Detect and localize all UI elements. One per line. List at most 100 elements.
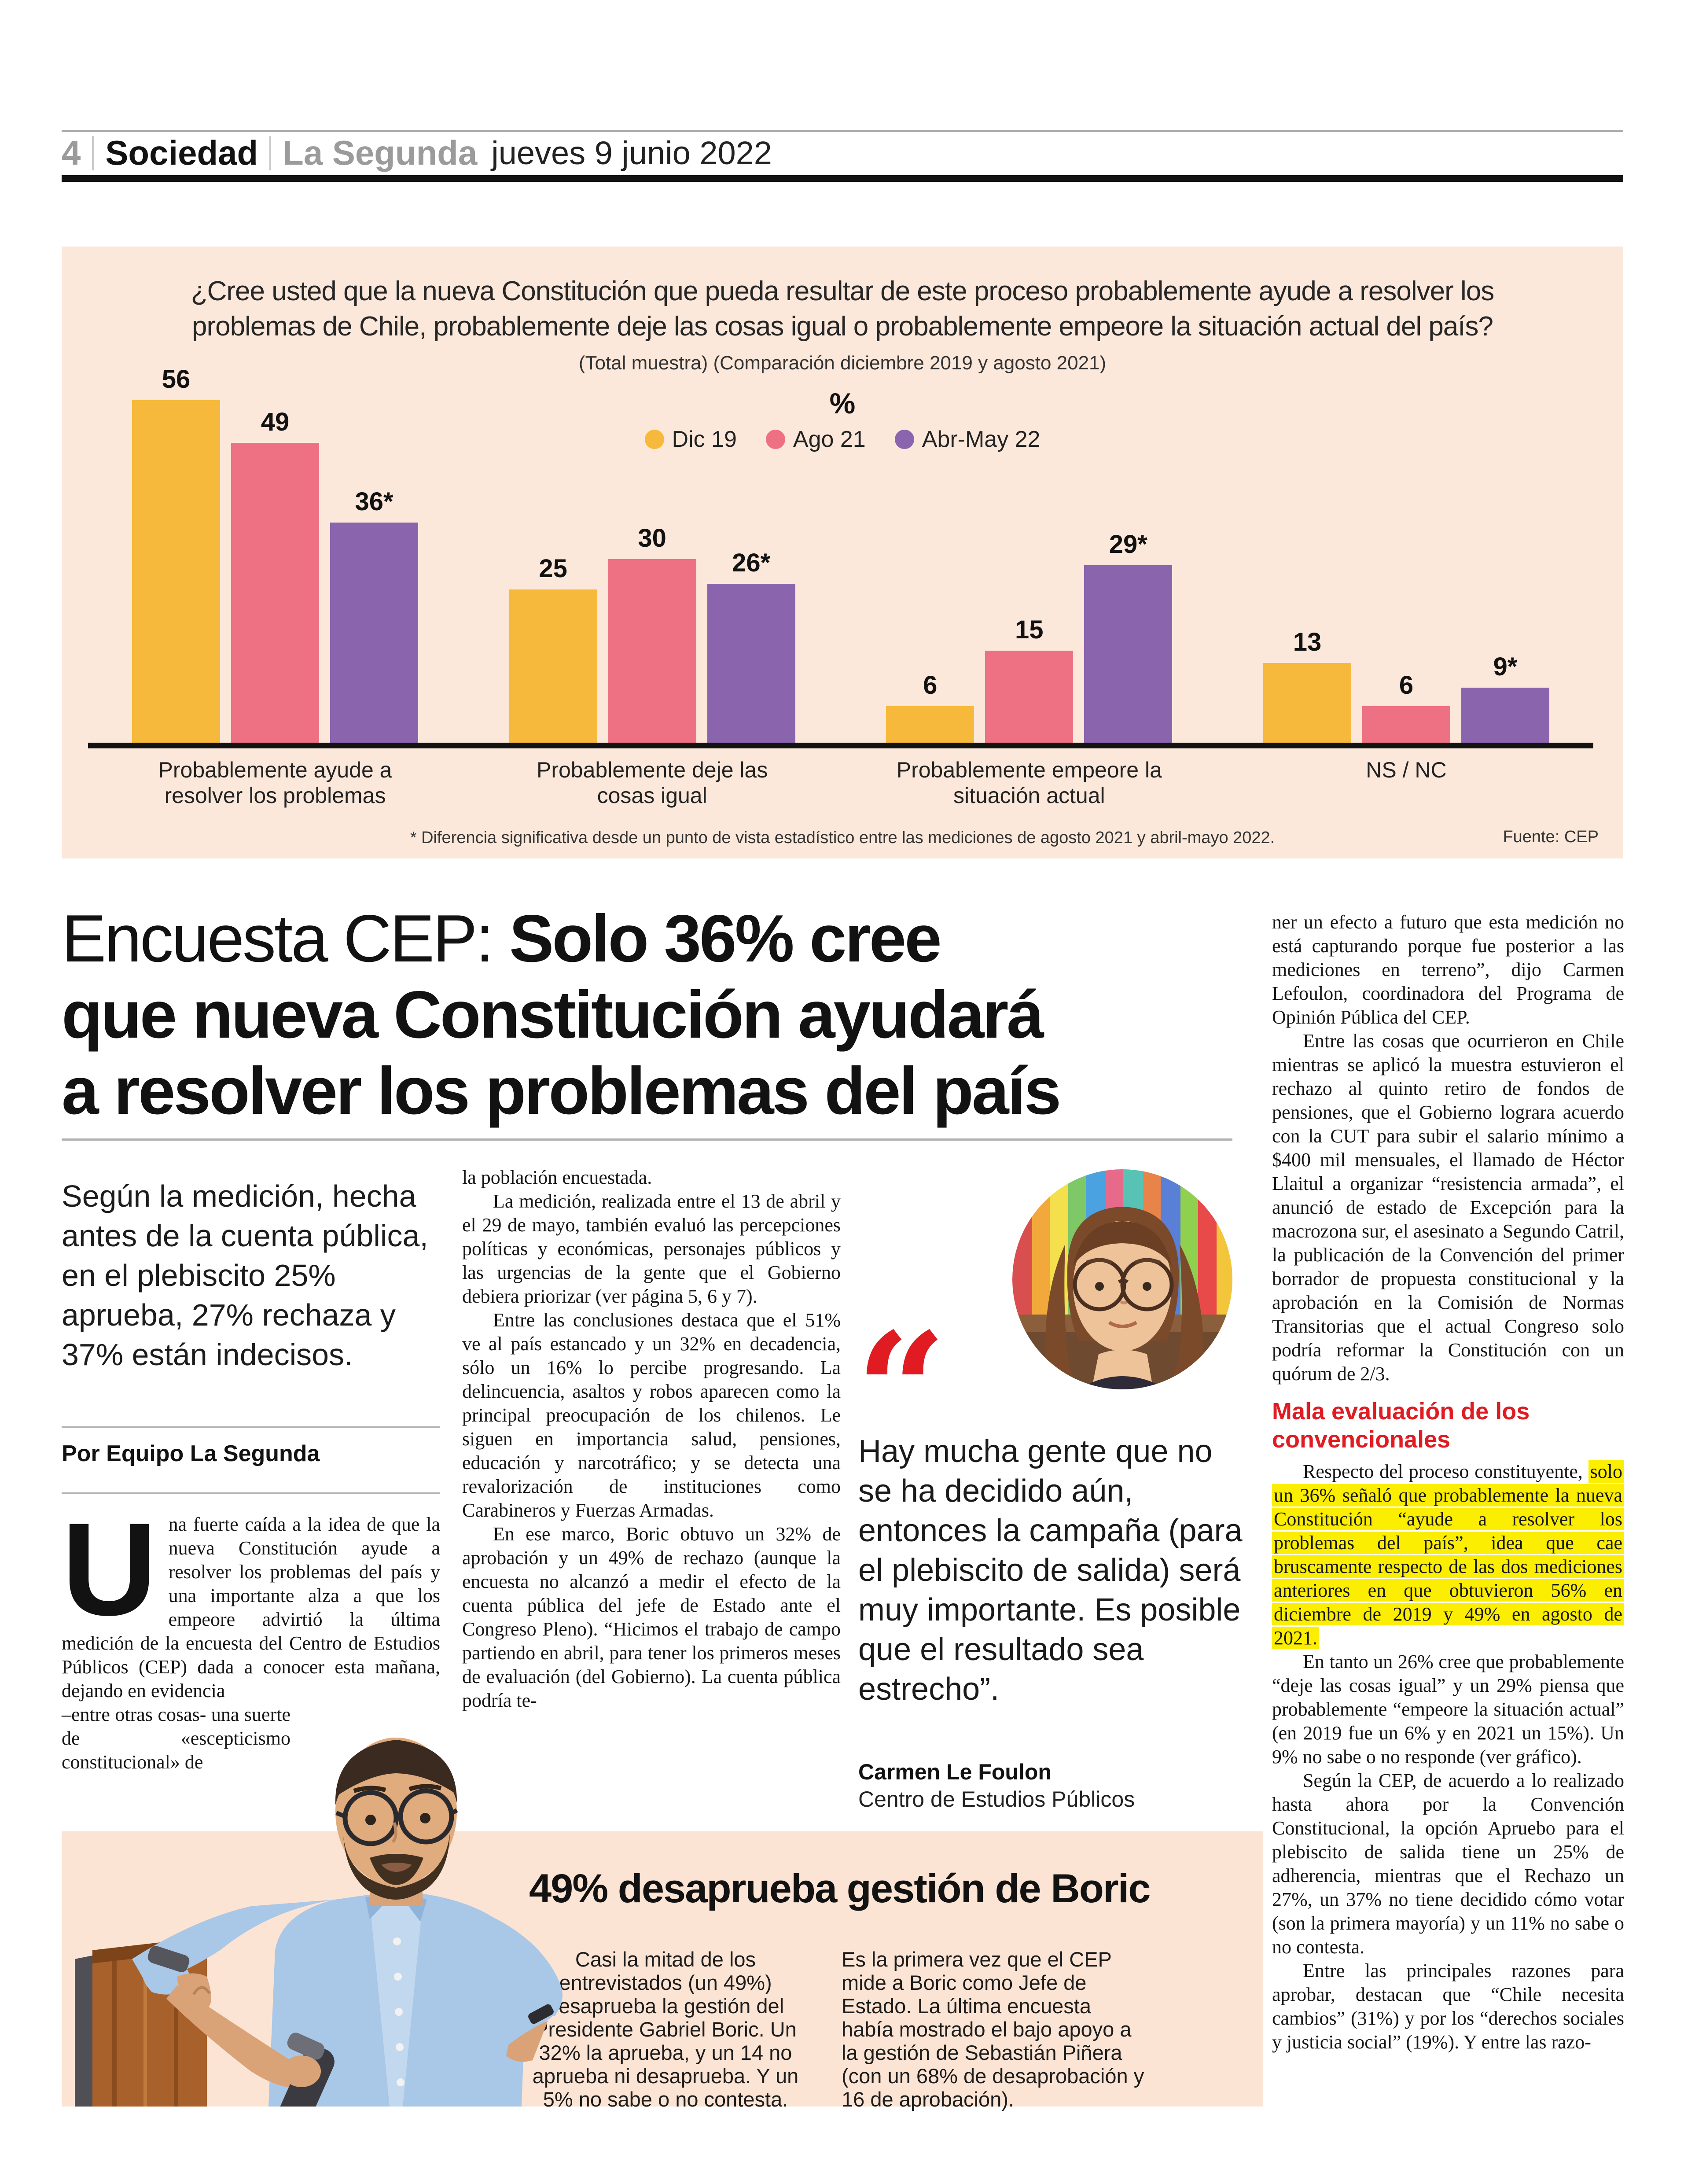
issue-date: jueves 9 junio 2022: [491, 135, 772, 171]
category-label: Probablemente ayude a resolver los proble…: [158, 758, 392, 808]
bar-value-label: 29*: [1109, 530, 1147, 559]
bar-value-label: 15: [1015, 615, 1044, 644]
legend-dot-icon: [765, 430, 785, 449]
chart-legend: Dic 19 Ago 21 Abr-May 22: [62, 426, 1623, 453]
drop-cap: U: [62, 1495, 157, 1643]
legend-item: Dic 19: [644, 426, 737, 453]
boxed-story-col2: Es la primera vez que el CEP mide a Bori…: [842, 1948, 1144, 2111]
bar-column: 9*: [1461, 652, 1549, 743]
page-number: 4: [62, 133, 81, 172]
bar: [1362, 706, 1450, 743]
category-label: Probablemente deje las cosas igual: [536, 758, 768, 808]
bar: [231, 443, 319, 743]
carmen-le-foulon-avatar: [1012, 1169, 1232, 1389]
chart-title-line2: problemas de Chile, probablemente deje l…: [191, 311, 1493, 342]
paragraph: Entre las conclusiones destaca que el 51…: [462, 1309, 841, 1521]
paragraph: Entre las cosas que ocurrieron en Chile …: [1272, 1030, 1624, 1385]
header-divider: [269, 136, 272, 170]
legend-label: Abr-May 22: [922, 427, 1041, 452]
boxed-story: 49% desaprueba gestión de Boric Casi la …: [62, 1831, 1263, 2111]
carmen-photo-illustration: [1012, 1169, 1232, 1389]
header-bottom-rule: [62, 175, 1623, 182]
bar: [707, 584, 795, 743]
legend-item: Ago 21: [765, 426, 866, 453]
bar-column: 49: [231, 407, 319, 743]
bar-column: 29*: [1084, 530, 1173, 743]
paragraph: na fuerte caída a la idea de que la nuev…: [62, 1514, 440, 1702]
paragraph: –entre otras cosas- una suerte de «escep…: [62, 1704, 290, 1773]
bar: [985, 651, 1074, 743]
paragraph: Según la CEP, de acuerdo a lo realizado …: [1272, 1770, 1624, 1958]
bar-column: 56: [132, 365, 220, 743]
boxed-story-col1: Casi la mitad de los entrevistados (un 4…: [532, 1948, 799, 2111]
page-header: 4 Sociedad La Segunda jueves 9 junio 202…: [62, 132, 772, 174]
bar-value-label: 6: [1399, 671, 1414, 700]
headline: Encuesta CEP: Solo 36% cree que nueva Co…: [62, 901, 1268, 1129]
boxed-story-title: 49% desaprueba gestión de Boric: [529, 1866, 1151, 1911]
byline-rule-bottom: [62, 1492, 440, 1494]
bar-value-label: 56: [162, 365, 191, 394]
bar-value-label: 49: [261, 408, 290, 436]
headline-kicker: Encuesta CEP:: [62, 901, 509, 976]
bar-column: 25: [509, 554, 597, 743]
byline: Por Equipo La Segunda: [62, 1441, 320, 1466]
chart-subtitle: (Total muestra) (Comparación diciembre 2…: [578, 352, 1107, 374]
chart-title-line1: ¿Cree usted que la nueva Constitución qu…: [191, 276, 1494, 306]
headline-line3: a resolver los problemas del país: [62, 1053, 1061, 1128]
chart-title: ¿Cree usted que la nueva Constitución qu…: [62, 274, 1623, 344]
bar: [886, 706, 974, 743]
legend-label: Dic 19: [672, 427, 737, 452]
bar: [1461, 688, 1549, 743]
bar-column: 6: [1362, 670, 1450, 743]
article-column-1: U na fuerte caída a la idea de que la nu…: [62, 1495, 440, 1774]
bar-column: 15: [985, 615, 1074, 743]
category-labels: Probablemente ayude a resolver los proble…: [88, 757, 1593, 808]
bar-group: 56 49 36*: [132, 365, 418, 743]
bar: [1263, 663, 1351, 743]
bar: [132, 400, 220, 743]
bar-column: 26*: [707, 548, 795, 743]
section-title: Sociedad: [105, 133, 258, 172]
bar-value-label: 25: [539, 554, 567, 583]
legend-dot-icon: [894, 430, 914, 449]
paragraph: la población encuestada.: [462, 1167, 652, 1188]
legend-label: Ago 21: [793, 427, 866, 452]
newspaper-name: La Segunda: [283, 133, 478, 172]
article-column-4: ner un efecto a futuro que esta medición…: [1272, 910, 1624, 2054]
quote-author: Carmen Le Foulon: [858, 1760, 1052, 1784]
standfirst-block: Según la medición, hecha antes de la cue…: [62, 1176, 440, 1374]
highlighted-text: solo un 36% señaló que probablemente la …: [1272, 1460, 1624, 1649]
bar: [1084, 565, 1173, 743]
pull-quote: Hay mucha gente que no se ha decidido aú…: [858, 1434, 1243, 1707]
bar-value-label: 30: [638, 524, 666, 552]
bar-value-label: 13: [1293, 628, 1322, 656]
boric-photo-illustration: [75, 1738, 563, 2128]
bar-group: 6 15 29*: [886, 530, 1173, 743]
bar-group: 13 6 9*: [1263, 627, 1549, 743]
legend-dot-icon: [644, 430, 664, 449]
paragraph: La medición, realizada entre el 13 de ab…: [462, 1190, 841, 1307]
chart-unit-label: %: [829, 387, 856, 420]
category-label: NS / NC: [1366, 758, 1447, 782]
header-top-rule: [62, 130, 1623, 132]
paragraph: Respecto del proceso constituyente, solo…: [1272, 1460, 1624, 1650]
headline-line2: que nueva Constitución ayudará: [62, 977, 1044, 1052]
bar: [509, 589, 597, 743]
paragraph: Entre las principales razones para aprob…: [1272, 1960, 1624, 2053]
chart-plot: 56 49 36* 25 30 26* 6 15 29* 13 6 9* Probablemente …: [88, 365, 1593, 808]
article-column-2: la población encuestada. La medición, re…: [462, 1166, 841, 1713]
bar-value-label: 36*: [355, 487, 393, 516]
bar-column: 13: [1263, 627, 1351, 743]
bar: [330, 523, 418, 743]
boric-photo: [62, 1713, 590, 2128]
standfirst: Según la medición, hecha antes de la cue…: [62, 1179, 428, 1372]
paragraph: ner un efecto a futuro que esta medición…: [1272, 911, 1624, 1028]
bar-column: 36*: [330, 487, 418, 743]
bar-value-label: 9*: [1493, 652, 1518, 681]
category-label: Probablemente empeore la situación actual: [896, 758, 1162, 808]
survey-chart: ¿Cree usted que la nueva Constitución qu…: [62, 247, 1623, 858]
boxed-story-columns: Casi la mitad de los entrevistados (un 4…: [520, 1948, 1233, 2111]
bar-value-label: 26*: [732, 549, 771, 577]
paragraph-lead: Respecto del proceso constituyente,: [1303, 1461, 1588, 1482]
